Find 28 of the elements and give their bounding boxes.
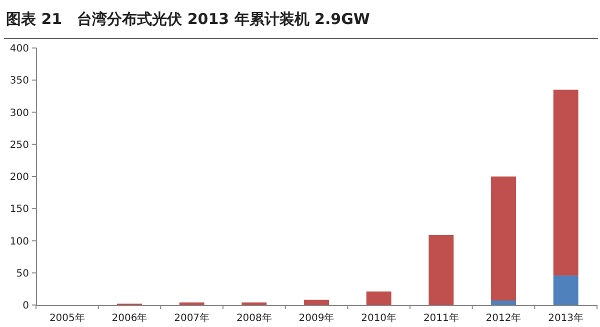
x-tick-label: 2011年 (423, 312, 459, 324)
x-tick-label: 2012年 (486, 312, 522, 324)
bar (366, 292, 392, 305)
y-tick-label: 0 (22, 300, 29, 312)
y-tick-label: 250 (10, 140, 29, 151)
x-tick-label: 2007年 (174, 312, 210, 324)
y-tick-label: 400 (10, 44, 29, 54)
bar (491, 176, 516, 301)
x-tick-label: 2009年 (298, 312, 334, 324)
y-tick-label: 350 (10, 76, 29, 87)
bar (428, 234, 454, 305)
y-tick-label: 200 (10, 172, 29, 183)
chart-title: 图表 21 台湾分布式光伏 2013 年累计装机 2.9GW (6, 10, 370, 28)
bar (553, 90, 578, 276)
y-tick-label: 100 (10, 236, 29, 248)
y-tick-label: 150 (10, 204, 29, 216)
x-tick-label: 2008年 (236, 312, 272, 324)
x-tick-label: 2005年 (49, 312, 85, 324)
x-tick-label: 2010年 (361, 312, 397, 324)
x-tick-label: 2013年 (548, 312, 584, 324)
y-tick-label: 300 (10, 108, 29, 119)
bar (179, 302, 204, 305)
bar (553, 275, 578, 305)
bar (491, 300, 516, 305)
bar (242, 302, 267, 305)
y-tick-label: 50 (16, 268, 29, 280)
x-tick-label: 2006年 (112, 312, 148, 324)
bar (304, 300, 329, 305)
